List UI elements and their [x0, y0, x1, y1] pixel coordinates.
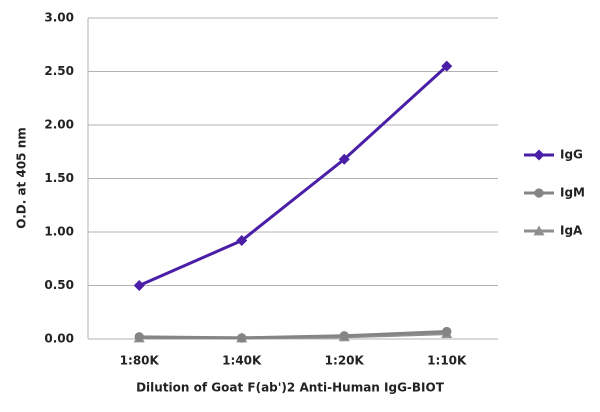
legend-label: IgM [560, 186, 585, 200]
y-axis-label: O.D. at 405 nm [15, 127, 29, 228]
data-point [236, 235, 248, 247]
y-tick-label: 0.00 [44, 332, 74, 346]
data-point [237, 333, 247, 343]
data-point [134, 332, 144, 342]
y-tick-label: 2.00 [44, 118, 74, 132]
data-point [339, 331, 349, 341]
x-tick-label: 1:10K [427, 354, 467, 368]
legend-marker [534, 188, 544, 198]
legend-marker [533, 149, 545, 161]
y-tick-label: 3.00 [44, 11, 74, 25]
y-tick-label: 0.50 [44, 278, 74, 292]
y-tick-label: 1.00 [44, 225, 74, 239]
data-point [441, 60, 453, 72]
y-tick-label: 2.50 [44, 64, 74, 78]
series-line [139, 330, 447, 340]
data-point [133, 280, 145, 291]
y-tick-label: 1.50 [44, 171, 74, 185]
data-point [442, 326, 452, 337]
x-axis-label: Dilution of Goat F(ab')2 Anti-Human IgG-… [136, 381, 445, 395]
x-tick-label: 1:20K [325, 354, 365, 368]
legend-label: IgA [560, 224, 583, 238]
x-tick-label: 1:80K [120, 354, 160, 368]
x-tick-label: 1:40K [222, 354, 262, 368]
data-point [338, 153, 350, 165]
legend-marker [533, 225, 545, 236]
series-line [138, 65, 448, 287]
legend-label: IgG [560, 148, 583, 162]
